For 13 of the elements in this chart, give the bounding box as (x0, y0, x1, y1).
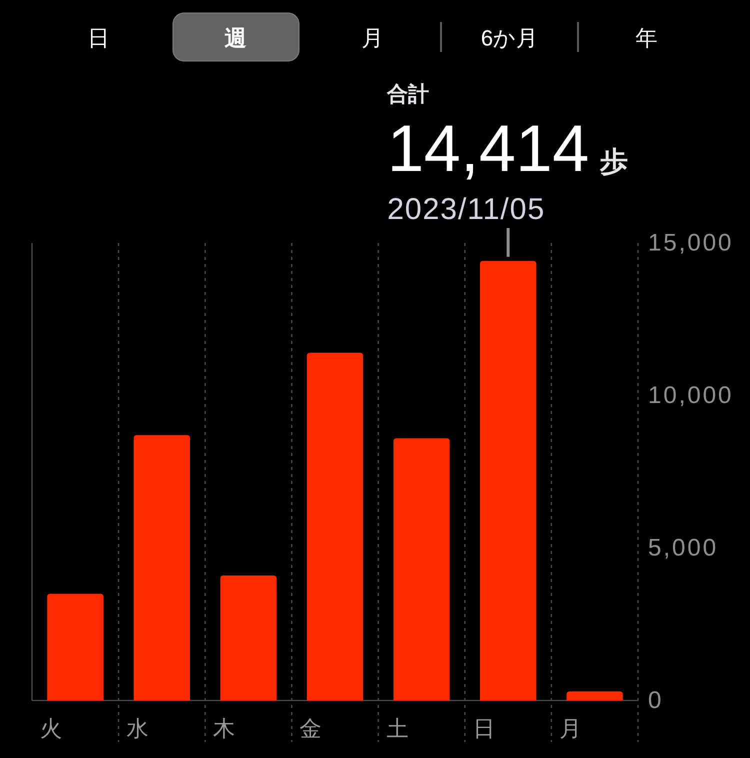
x-tick-label: 木 (213, 716, 236, 741)
y-tick-label: 0 (648, 687, 664, 714)
total-label: 合計 14,414 歩 2023/11/05 (387, 83, 628, 226)
y-tick-label: 5,000 (648, 534, 718, 562)
x-tick-label: 月 (559, 716, 582, 741)
y-tick-label: 15,000 (648, 230, 734, 256)
segmented-control: 日 週 月 6か月 年 (88, 12, 658, 62)
x-tick-label: 土 (386, 716, 408, 741)
y-tick-label: 10,000 (648, 382, 734, 409)
x-tick-label: 火 (40, 716, 62, 741)
x-tick-label: 金 (300, 716, 322, 741)
x-tick-label: 水 (126, 716, 149, 741)
x-tick-label: 日 (472, 716, 495, 741)
